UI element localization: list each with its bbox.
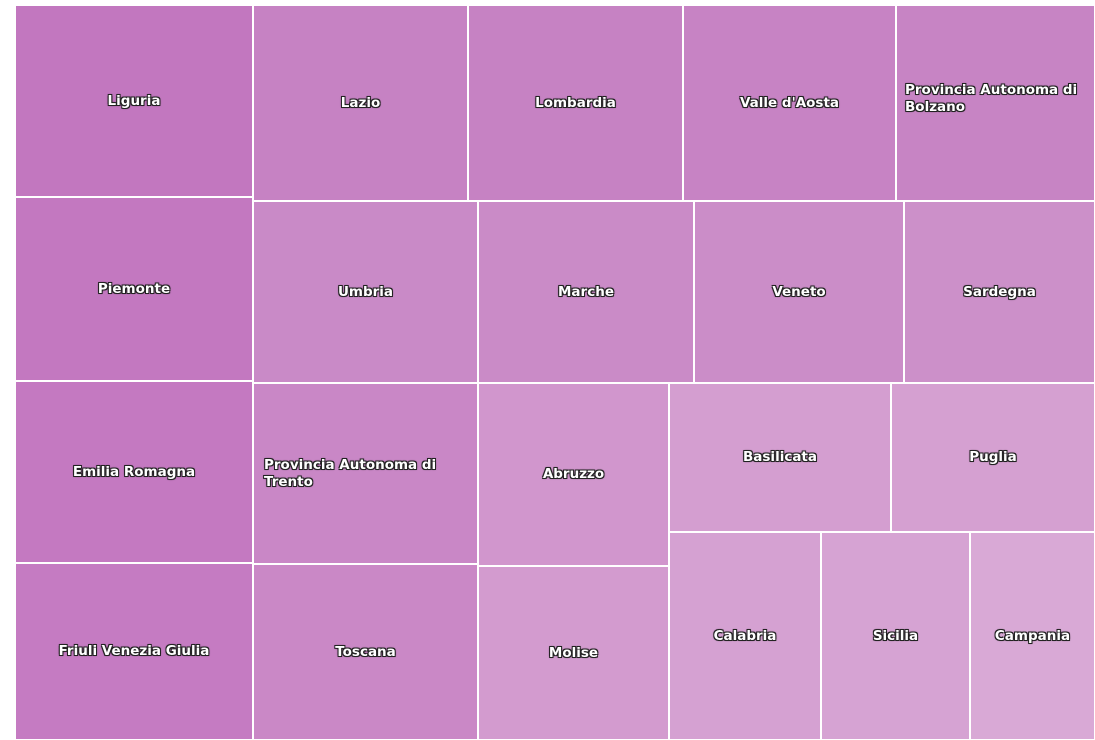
region-label: Provincia Autonoma di Bolzano <box>905 82 1078 115</box>
region-label: Emilia Romagna <box>72 463 196 480</box>
region-label: Sicilia <box>872 627 919 644</box>
region-label: Liguria <box>107 92 161 109</box>
region-label: Puglia <box>969 449 1017 465</box>
region-cell[interactable]: Puglia <box>891 383 1095 532</box>
region-cell[interactable]: Campania <box>970 532 1095 740</box>
region-cell[interactable]: Basilicata <box>669 383 891 532</box>
region-label: Campania <box>994 627 1071 644</box>
region-cell[interactable]: Lazio <box>253 5 468 201</box>
region-label: Marche <box>558 283 614 300</box>
region-cell[interactable]: Valle d'Aosta <box>683 5 896 201</box>
region-label: Lazio <box>340 94 381 111</box>
region-label: Provincia Autonoma di Trento <box>264 456 437 490</box>
region-label: Sardegna <box>963 283 1036 300</box>
region-label: Basilicata <box>743 449 817 465</box>
region-cell[interactable]: Umbria <box>253 201 478 383</box>
region-cell[interactable]: Toscana <box>253 564 478 740</box>
region-cell[interactable]: Abruzzo <box>478 383 669 566</box>
region-label: Molise <box>548 644 599 661</box>
region-label: Umbria <box>337 283 394 300</box>
region-label: Calabria <box>713 627 777 644</box>
region-label: Toscana <box>335 643 396 660</box>
region-cell[interactable]: Marche <box>478 201 694 383</box>
region-cell[interactable]: Provincia Autonoma di Bolzano <box>896 5 1095 201</box>
region-label: Abruzzo <box>542 466 605 482</box>
region-cell[interactable]: Provincia Autonoma di Trento <box>253 383 478 564</box>
region-cell[interactable]: Lombardia <box>468 5 683 201</box>
region-cell[interactable]: Sicilia <box>821 532 970 740</box>
region-cell[interactable]: Piemonte <box>15 197 253 381</box>
region-cell[interactable]: Calabria <box>669 532 821 740</box>
region-label: Friuli Venezia Giulia <box>58 643 210 659</box>
region-cell[interactable]: Sardegna <box>904 201 1095 383</box>
region-cell[interactable]: Molise <box>478 566 669 740</box>
region-cell[interactable]: Veneto <box>694 201 904 383</box>
region-label: Lombardia <box>535 94 616 111</box>
region-cell[interactable]: Friuli Venezia Giulia <box>15 563 253 740</box>
region-cell[interactable]: Liguria <box>15 5 253 197</box>
region-cell[interactable]: Emilia Romagna <box>15 381 253 563</box>
region-label: Piemonte <box>97 280 171 297</box>
region-label: Veneto <box>772 283 826 300</box>
region-label: Valle d'Aosta <box>739 94 840 111</box>
